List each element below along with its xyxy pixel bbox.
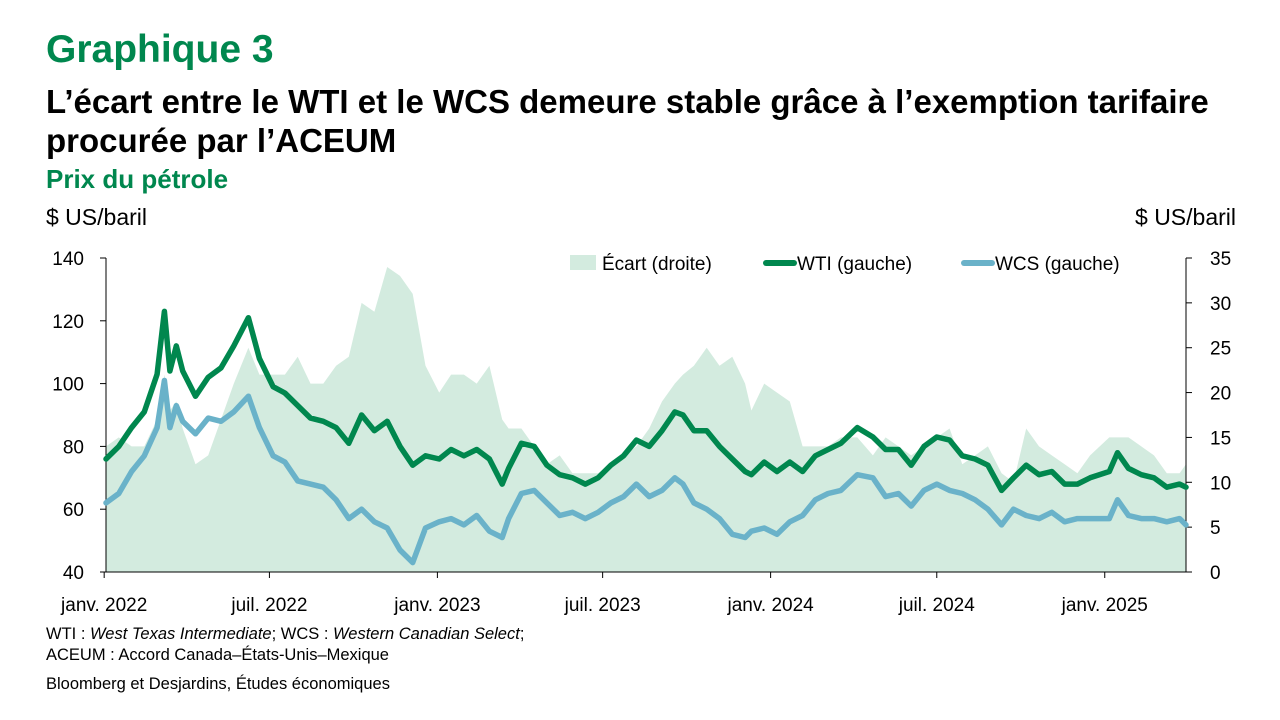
x-tick-label: janv. 2025 — [1061, 595, 1148, 616]
legend-ecart-label: Écart (droite) — [602, 254, 712, 275]
x-tick-label: janv. 2024 — [726, 595, 814, 616]
note-wcs-prefix: ; WCS : — [271, 625, 334, 643]
left-tick-label: 80 — [63, 437, 84, 458]
chart-source: Bloomberg et Desjardins, Études économiq… — [46, 675, 390, 693]
right-tick-label: 20 — [1210, 384, 1231, 405]
note-wti-prefix: WTI : — [46, 625, 90, 643]
x-tick-label: janv. 2022 — [60, 595, 147, 616]
note-aceum: ACEUM : Accord Canada–États-Unis–Mexique — [46, 646, 389, 664]
right-axis-unit: $ US/baril — [1135, 204, 1236, 230]
left-tick-label: 60 — [63, 500, 84, 521]
right-tick-label: 35 — [1210, 249, 1231, 270]
right-tick-label: 0 — [1210, 563, 1221, 584]
x-tick-label: juil. 2023 — [564, 595, 641, 616]
chart-title: L’écart entre le WTI et le WCS demeure s… — [46, 83, 1209, 159]
right-tick-label: 30 — [1210, 294, 1231, 315]
note-wti-name: West Texas Intermediate — [90, 625, 272, 643]
right-tick-label: 5 — [1210, 518, 1221, 539]
left-tick-label: 120 — [52, 312, 84, 333]
legend-wcs-label: WCS (gauche) — [995, 254, 1120, 275]
chart-subtitle: Prix du pétrole — [46, 164, 229, 194]
note-wcs-name: Western Canadian Select — [333, 625, 520, 643]
left-tick-label: 40 — [63, 563, 84, 584]
series-wcs-line — [103, 377, 1189, 566]
series-wti-line — [103, 308, 1189, 494]
left-tick-label: 100 — [52, 375, 84, 396]
x-tick-label: janv. 2023 — [393, 595, 480, 616]
left-tick-label: 140 — [52, 249, 84, 270]
x-tick-label: juil. 2022 — [230, 595, 307, 616]
legend-ecart-swatch — [570, 255, 596, 270]
right-tick-label: 15 — [1210, 428, 1231, 449]
chart-kicker: Graphique 3 — [46, 28, 274, 71]
left-axis-unit: $ US/baril — [46, 204, 147, 230]
legend-wti-label: WTI (gauche) — [797, 254, 912, 275]
chart-notes: WTI : West Texas Intermediate; WCS : Wes… — [46, 624, 524, 666]
note-end: ; — [519, 625, 525, 643]
right-tick-label: 10 — [1210, 473, 1231, 494]
series-ecart-area — [106, 267, 1186, 572]
right-tick-label: 25 — [1210, 339, 1231, 360]
x-tick-label: juil. 2024 — [898, 595, 975, 616]
